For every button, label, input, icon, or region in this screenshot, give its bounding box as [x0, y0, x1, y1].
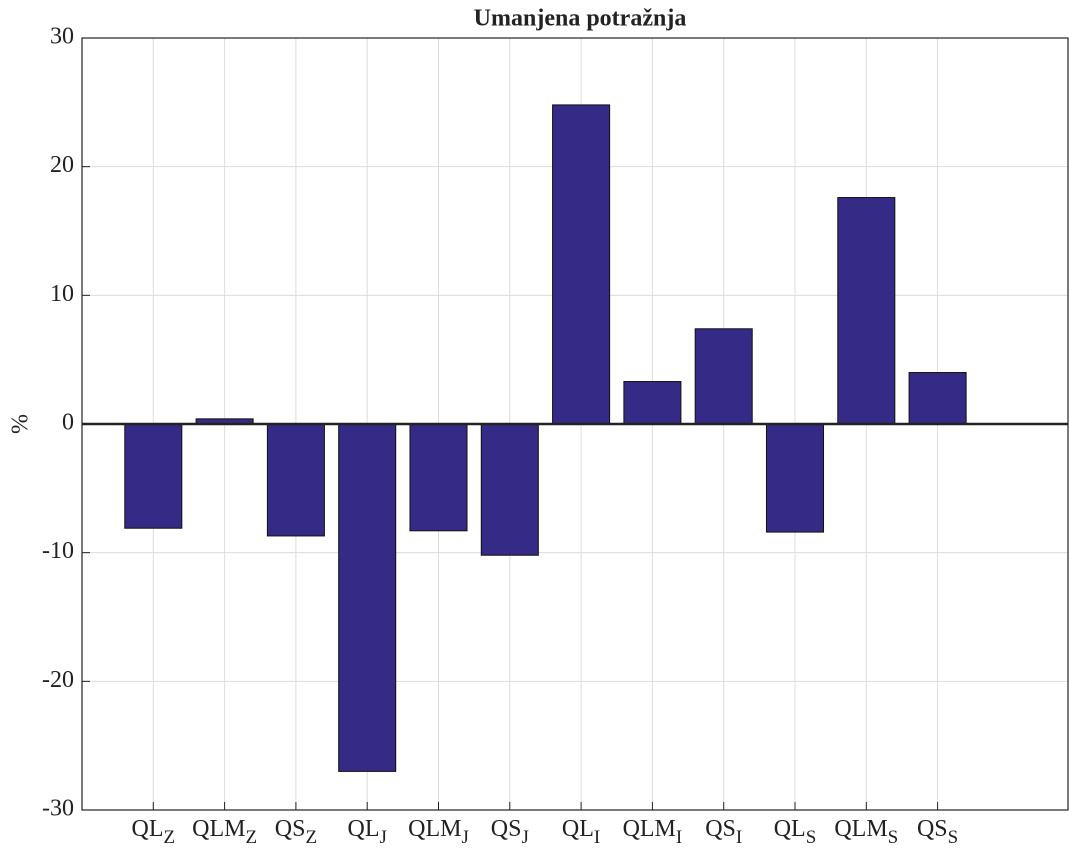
- x-tick-label: QLMS: [834, 816, 898, 849]
- bar: [837, 197, 896, 425]
- bar: [338, 423, 397, 772]
- y-tick-label: 10: [50, 281, 74, 307]
- bar: [409, 423, 468, 532]
- y-tick-label: 0: [62, 410, 74, 436]
- x-tick-label: QSJ: [491, 816, 529, 849]
- y-tick-label: 20: [50, 152, 74, 178]
- bar: [480, 423, 539, 556]
- x-tick-label: QLMI: [623, 816, 683, 849]
- x-tick-label: QLMZ: [192, 816, 257, 849]
- bar: [124, 423, 183, 529]
- x-tick-label: QLS: [774, 816, 817, 849]
- bar: [552, 104, 611, 425]
- bar: [623, 381, 682, 425]
- y-tick-label: -20: [42, 667, 74, 693]
- y-tick-label: 30: [50, 24, 74, 50]
- bar: [266, 423, 325, 537]
- y-tick-label: -10: [42, 538, 74, 564]
- x-tick-label: QSS: [917, 816, 958, 849]
- x-tick-label: QSZ: [275, 816, 317, 849]
- bar: [908, 372, 967, 425]
- bar: [765, 423, 825, 533]
- x-tick-label: QLI: [562, 816, 600, 849]
- y-tick-label: -30: [42, 796, 74, 822]
- bar: [694, 328, 753, 425]
- x-tick-label: QLZ: [131, 816, 175, 849]
- y-axis-label: %: [8, 414, 34, 434]
- plot-frame: [81, 37, 1069, 811]
- x-tick-label: QLJ: [347, 816, 386, 849]
- x-tick-label: QSI: [705, 816, 742, 849]
- x-tick-label: QLMJ: [408, 816, 469, 849]
- chart-title: Umanjena potražnja: [474, 6, 687, 32]
